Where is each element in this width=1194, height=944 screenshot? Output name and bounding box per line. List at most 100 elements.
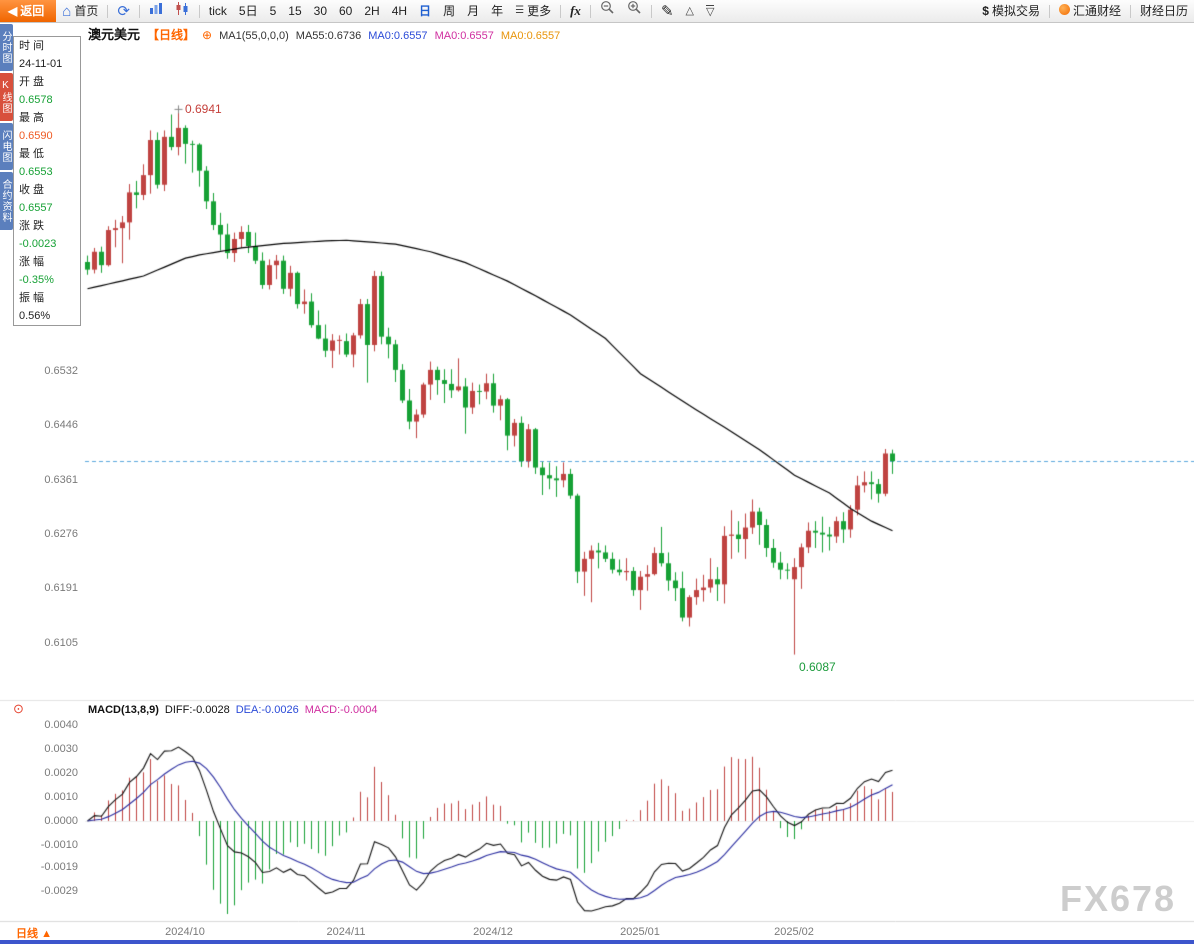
period-4h-button[interactable]: 4H (386, 0, 413, 22)
quote-row-label: 振 幅 (19, 292, 45, 304)
period-tick-button-label: tick (208, 4, 227, 18)
zoom-in-button[interactable] (621, 0, 648, 22)
ma0-value-label: MA0:0.6557 (368, 30, 428, 42)
pencil-icon: ✎ (660, 2, 674, 20)
high-price-annotation: 0.6941 (185, 102, 222, 117)
period-footer[interactable]: 日线 ▲ (16, 925, 52, 941)
quote-row-value: 0.6578 (19, 94, 53, 106)
quote-row-label: 最 高 (19, 112, 45, 124)
period-5d-button[interactable]: 5日 (233, 0, 264, 22)
zoom-out-icon (600, 0, 615, 22)
period-month-button[interactable]: 月 (461, 0, 485, 22)
toolbar-separator (198, 4, 200, 18)
tri-up-icon: △ (685, 4, 694, 17)
quote-row-value: -0.0023 (19, 238, 57, 250)
channel-up-button[interactable]: △ (680, 0, 700, 22)
period-5d-button-label: 5日 (238, 4, 258, 18)
toolbar-separator (107, 4, 109, 18)
period-2h-button-label: 2H (364, 4, 380, 18)
menu-icon: ☰ (515, 5, 525, 16)
period-week-button-label: 周 (443, 4, 456, 18)
macd-value-label: MACD:-0.0004 (304, 704, 378, 716)
quote-row-value: 0.6557 (19, 202, 53, 214)
calendar-button[interactable]: 财经日历 (1134, 0, 1194, 22)
indicator-fx-button-label: fx (570, 3, 581, 18)
toolbar-separator (1048, 4, 1050, 18)
bottom-scrollbar[interactable] (0, 940, 1194, 944)
zoom-out-button[interactable] (594, 0, 621, 22)
period-week-button[interactable]: 周 (437, 0, 461, 22)
home-icon: ⌂ (62, 2, 72, 20)
macd-value-label: DEA:-0.0026 (235, 704, 299, 716)
kline-chart-button[interactable] (169, 0, 196, 22)
toolbar-separator (589, 4, 591, 18)
macd-header: MACD(13,8,9) DIFF:-0.0028 DEA:-0.0026 MACD:… (88, 704, 389, 716)
toolbar-separator (138, 4, 140, 18)
watermark: FX678 (1060, 878, 1177, 919)
back-button[interactable]: ◀ 返回 (0, 0, 57, 22)
huitong-button[interactable]: 汇通财经 (1053, 0, 1127, 22)
period-2h-button[interactable]: 2H (358, 0, 385, 22)
sidebar-tab-kline[interactable]: K线图 (0, 73, 13, 121)
date-label: 2024/11 (326, 926, 366, 938)
quote-row-value: 24-11-01 (19, 58, 63, 70)
quote-row-label: 开 盘 (19, 76, 45, 88)
draw-button[interactable]: ✎ (655, 0, 680, 22)
indicator-fx-button[interactable]: fx (564, 0, 587, 22)
quote-info-panel: 时 间 24-11-01 开 盘 0.6578 最 高 0.6590 最 低 0.6553 收 … (13, 36, 81, 326)
footer-arrow-icon: ▲ (41, 928, 52, 940)
period-30m-button[interactable]: 30 (308, 0, 333, 22)
globe-icon (1058, 0, 1070, 22)
price-axis-label: 0.6276 (44, 527, 78, 540)
timeshare-chart-button[interactable] (143, 0, 169, 22)
macd-axis-label: 0.0000 (44, 815, 78, 827)
candles-icon (175, 0, 190, 22)
quote-row-label: 收 盘 (19, 184, 45, 196)
period-year-button-label: 年 (491, 4, 504, 18)
bar-chart-icon (149, 0, 163, 22)
macd-axis-label: -0.0029 (40, 884, 78, 897)
sidebar-tab-timeshare[interactable]: 分时图 (0, 24, 13, 71)
period-tick-button[interactable]: tick (203, 0, 233, 22)
period-year-button[interactable]: 年 (485, 0, 509, 22)
more-button[interactable]: ☰ 更多 (509, 0, 557, 22)
zoom-in-icon (627, 0, 642, 22)
add-indicator-icon[interactable]: ⊕ (202, 28, 213, 42)
quote-row-label: 最 低 (19, 148, 45, 160)
macd-axis-label: -0.0010 (40, 839, 78, 851)
ma0-value-label: MA0:0.6557 (500, 30, 561, 42)
sim-trade-button[interactable]: $ 模拟交易 (976, 0, 1046, 22)
period-30m-button-label: 30 (313, 4, 327, 18)
price-axis-label: 0.6361 (44, 473, 78, 486)
period-15m-button[interactable]: 15 (282, 0, 307, 22)
period-tag: 【日线】 (147, 28, 196, 42)
symbol-name: 澳元美元 (88, 27, 141, 42)
period-day-button-label: 日 (419, 4, 432, 18)
period-month-button-label: 月 (467, 4, 480, 18)
toolbar-separator (1129, 4, 1131, 18)
quote-row-value: 0.56% (19, 310, 51, 322)
macd-panel-icon[interactable]: ⊙ (13, 701, 24, 716)
period-day-button[interactable]: 日 (413, 0, 437, 22)
quote-row-value: -0.35% (19, 274, 54, 286)
macd-title: MACD(13,8,9) (88, 704, 159, 716)
back-button-label: 返回 (20, 4, 45, 18)
refresh-button[interactable]: ⟳ (111, 0, 136, 22)
footer-period-label: 日线 (16, 928, 38, 940)
toolbar-separator (650, 4, 652, 18)
channel-down-button[interactable]: ▽ (700, 0, 720, 22)
ma55-value-label: MA55:0.6736 (295, 30, 362, 42)
period-60m-button[interactable]: 60 (333, 0, 358, 22)
macd-axis-label: -0.0019 (40, 860, 78, 873)
date-label: 2024/10 (165, 926, 205, 938)
huitong-button-label: 汇通财经 (1072, 4, 1121, 18)
sidebar-tab-lightning[interactable]: 闪电图 (0, 123, 13, 170)
home-button-label: 首页 (74, 4, 99, 18)
home-button[interactable]: ⌂ 首页 (56, 0, 104, 22)
period-5m-button[interactable]: 5 (264, 0, 283, 22)
date-label: 2025/02 (774, 926, 814, 938)
price-axis-label: 0.6191 (44, 582, 78, 595)
sidebar-tab-contract-info[interactable]: 合约资料 (0, 172, 13, 230)
